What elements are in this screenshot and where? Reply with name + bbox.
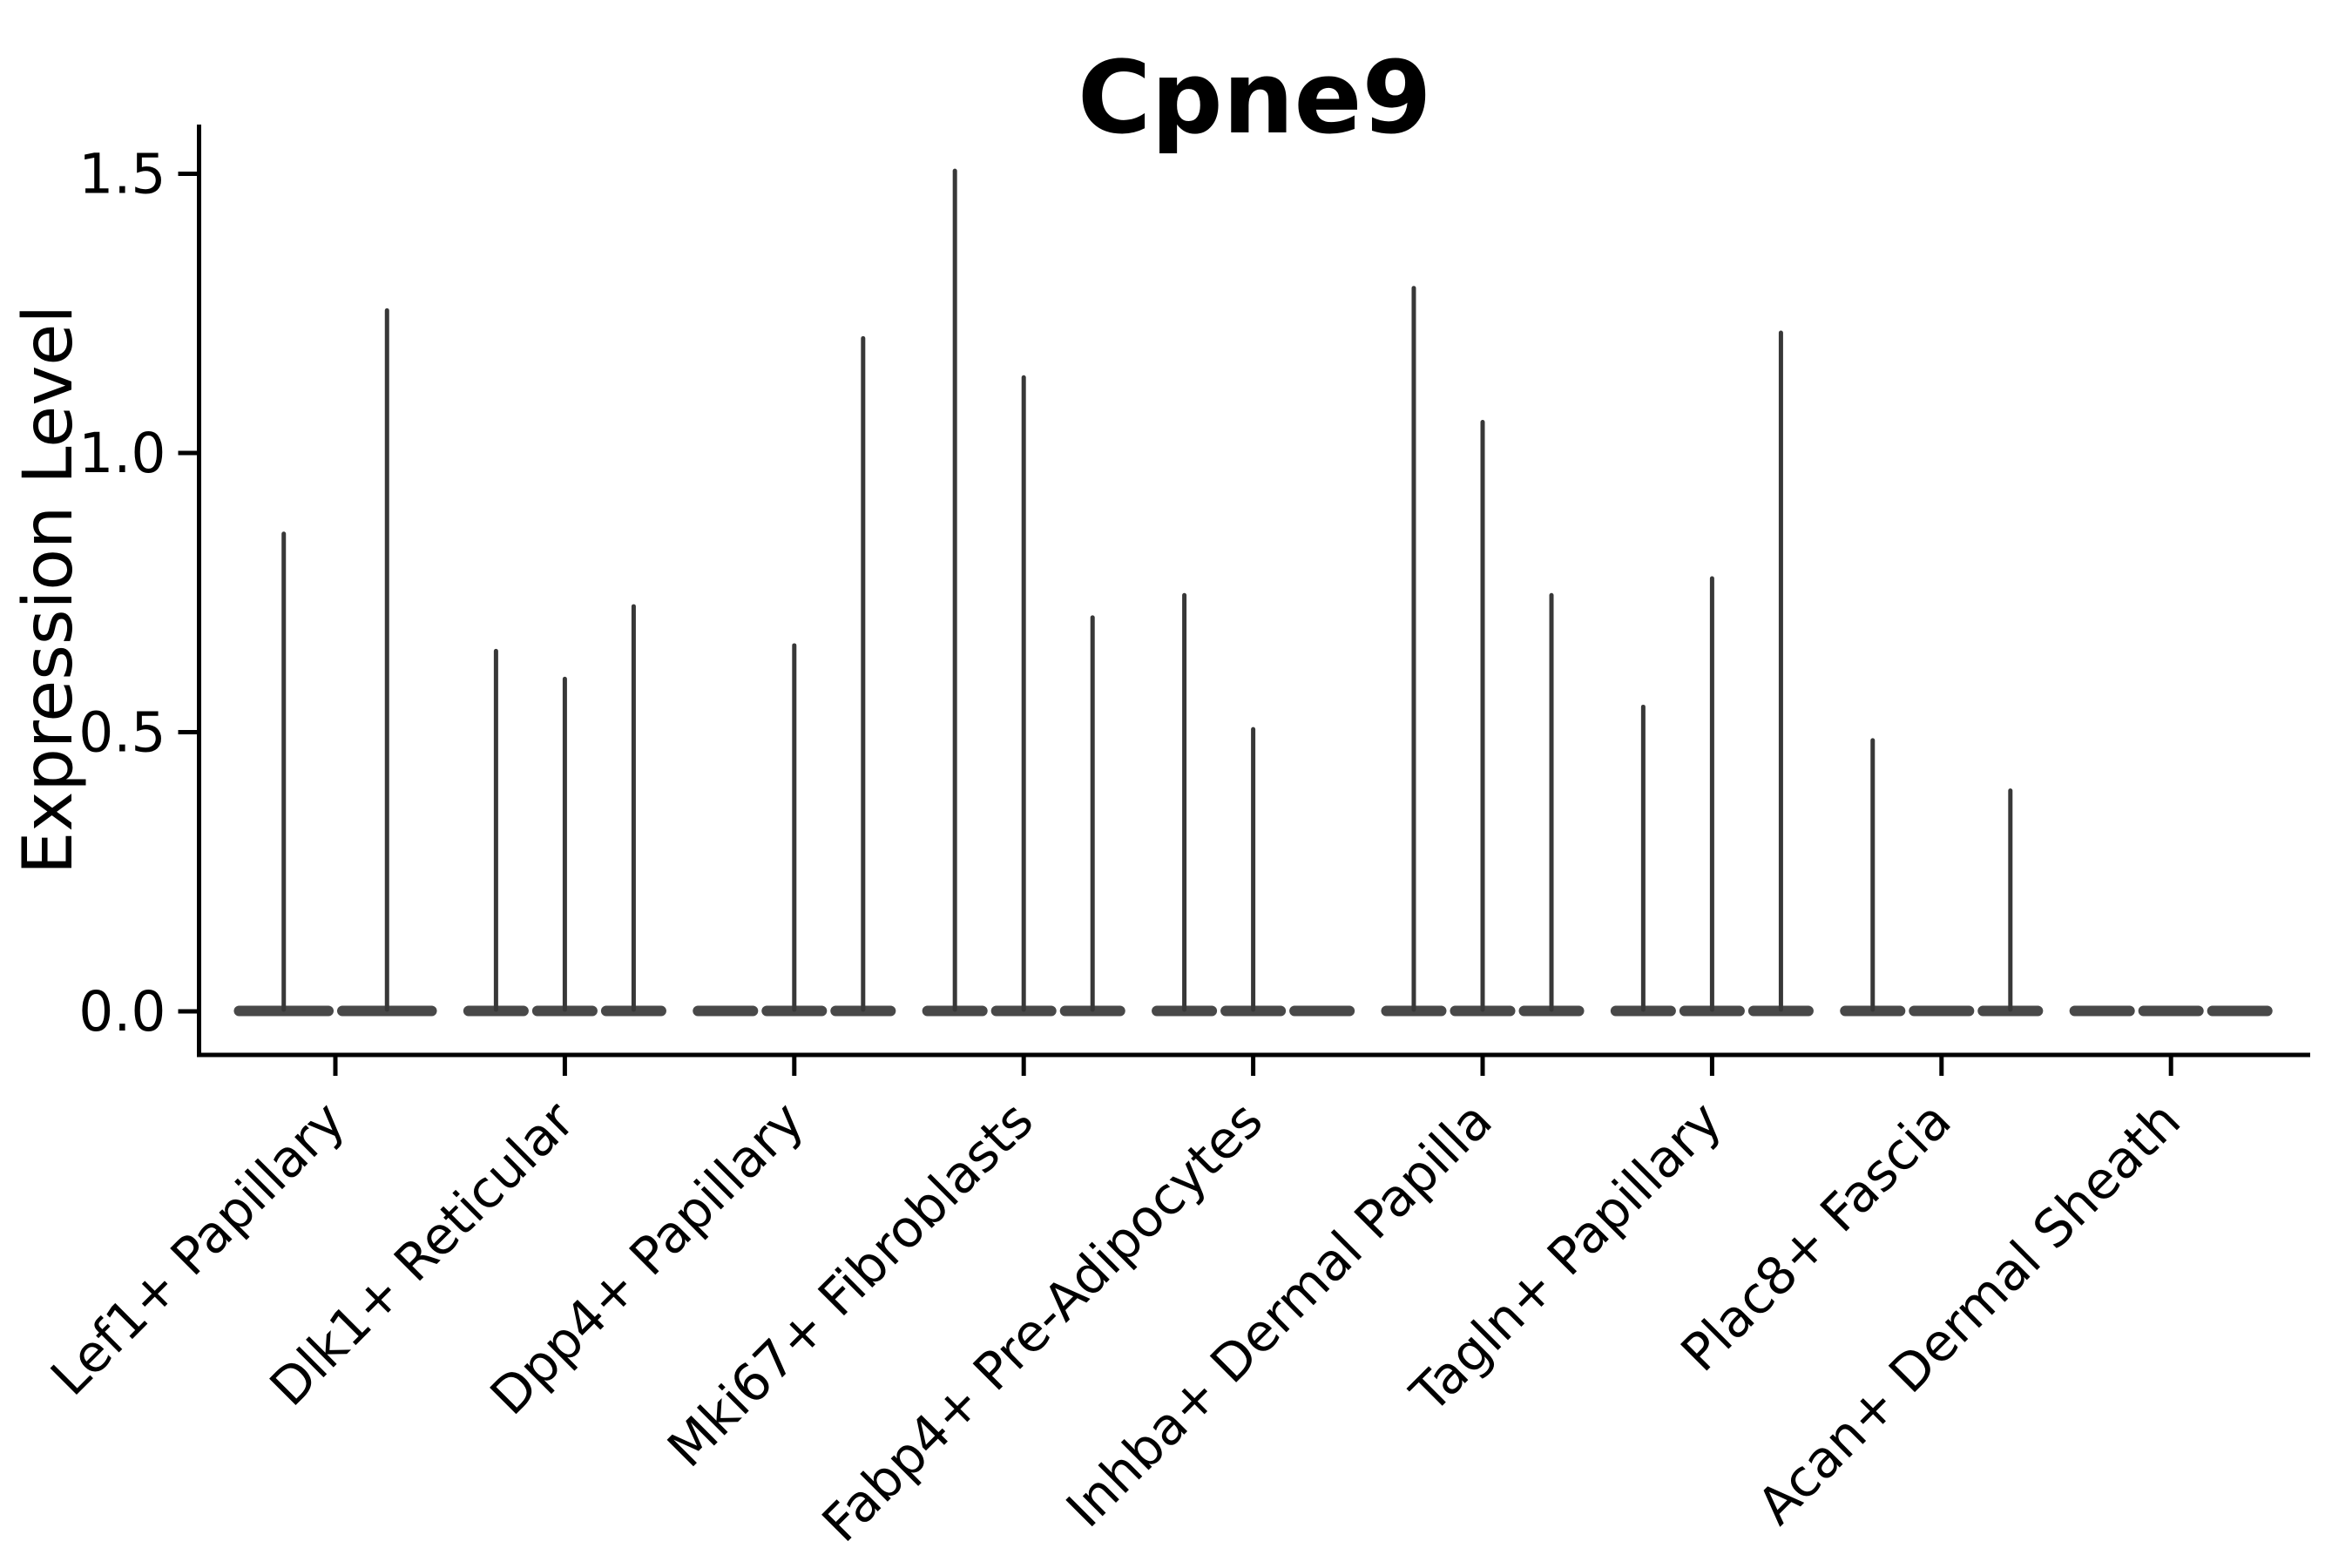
violin	[1220, 727, 1287, 1017]
violin	[1518, 592, 1585, 1017]
violin	[1450, 420, 1516, 1017]
violin	[1610, 704, 1676, 1017]
violin	[1977, 788, 2044, 1017]
violin	[1747, 330, 1814, 1017]
violin	[830, 335, 896, 1017]
x-tick-label: Acan+ Dermal Sheath	[1746, 1090, 2192, 1536]
y-axis-ticks: 0.0 0.5 1.0 1.5	[78, 143, 199, 1044]
y-tick-label: 0.5	[78, 701, 166, 765]
violin	[337, 308, 437, 1017]
violin-base	[1909, 1005, 1975, 1017]
violin	[233, 531, 334, 1017]
violin	[1059, 615, 1125, 1017]
violin	[990, 375, 1057, 1017]
violin	[1289, 1005, 1355, 1017]
violin	[693, 1005, 759, 1017]
violin-base	[2207, 1005, 2273, 1017]
x-tick-label: Fabp4+ Pre-Adipocytes	[811, 1090, 1274, 1553]
y-tick-label: 1.0	[78, 422, 166, 485]
violin	[600, 604, 666, 1017]
violin	[922, 168, 988, 1017]
y-tick-label: 0.0	[78, 980, 166, 1044]
violin-base	[693, 1005, 759, 1017]
y-tick-label: 1.5	[78, 143, 166, 206]
y-axis-label: Expression Level	[10, 305, 88, 875]
violin	[463, 648, 529, 1017]
violin-base	[2138, 1005, 2204, 1017]
chart-title: Cpne9	[1078, 40, 1432, 157]
violin-base	[1289, 1005, 1355, 1017]
violin	[2069, 1005, 2135, 1017]
violin	[2207, 1005, 2273, 1017]
violin	[1381, 286, 1447, 1017]
violin-group	[233, 168, 2273, 1017]
violin	[1679, 576, 1745, 1017]
violin	[1909, 1005, 1975, 1017]
x-tick-label: Inhba+ Dermal Papilla	[1055, 1090, 1504, 1538]
violin	[531, 676, 598, 1017]
violin	[1152, 592, 1218, 1017]
violin	[2138, 1005, 2204, 1017]
violin-base	[2069, 1005, 2135, 1017]
violin	[1840, 738, 1906, 1017]
violin	[761, 643, 828, 1017]
